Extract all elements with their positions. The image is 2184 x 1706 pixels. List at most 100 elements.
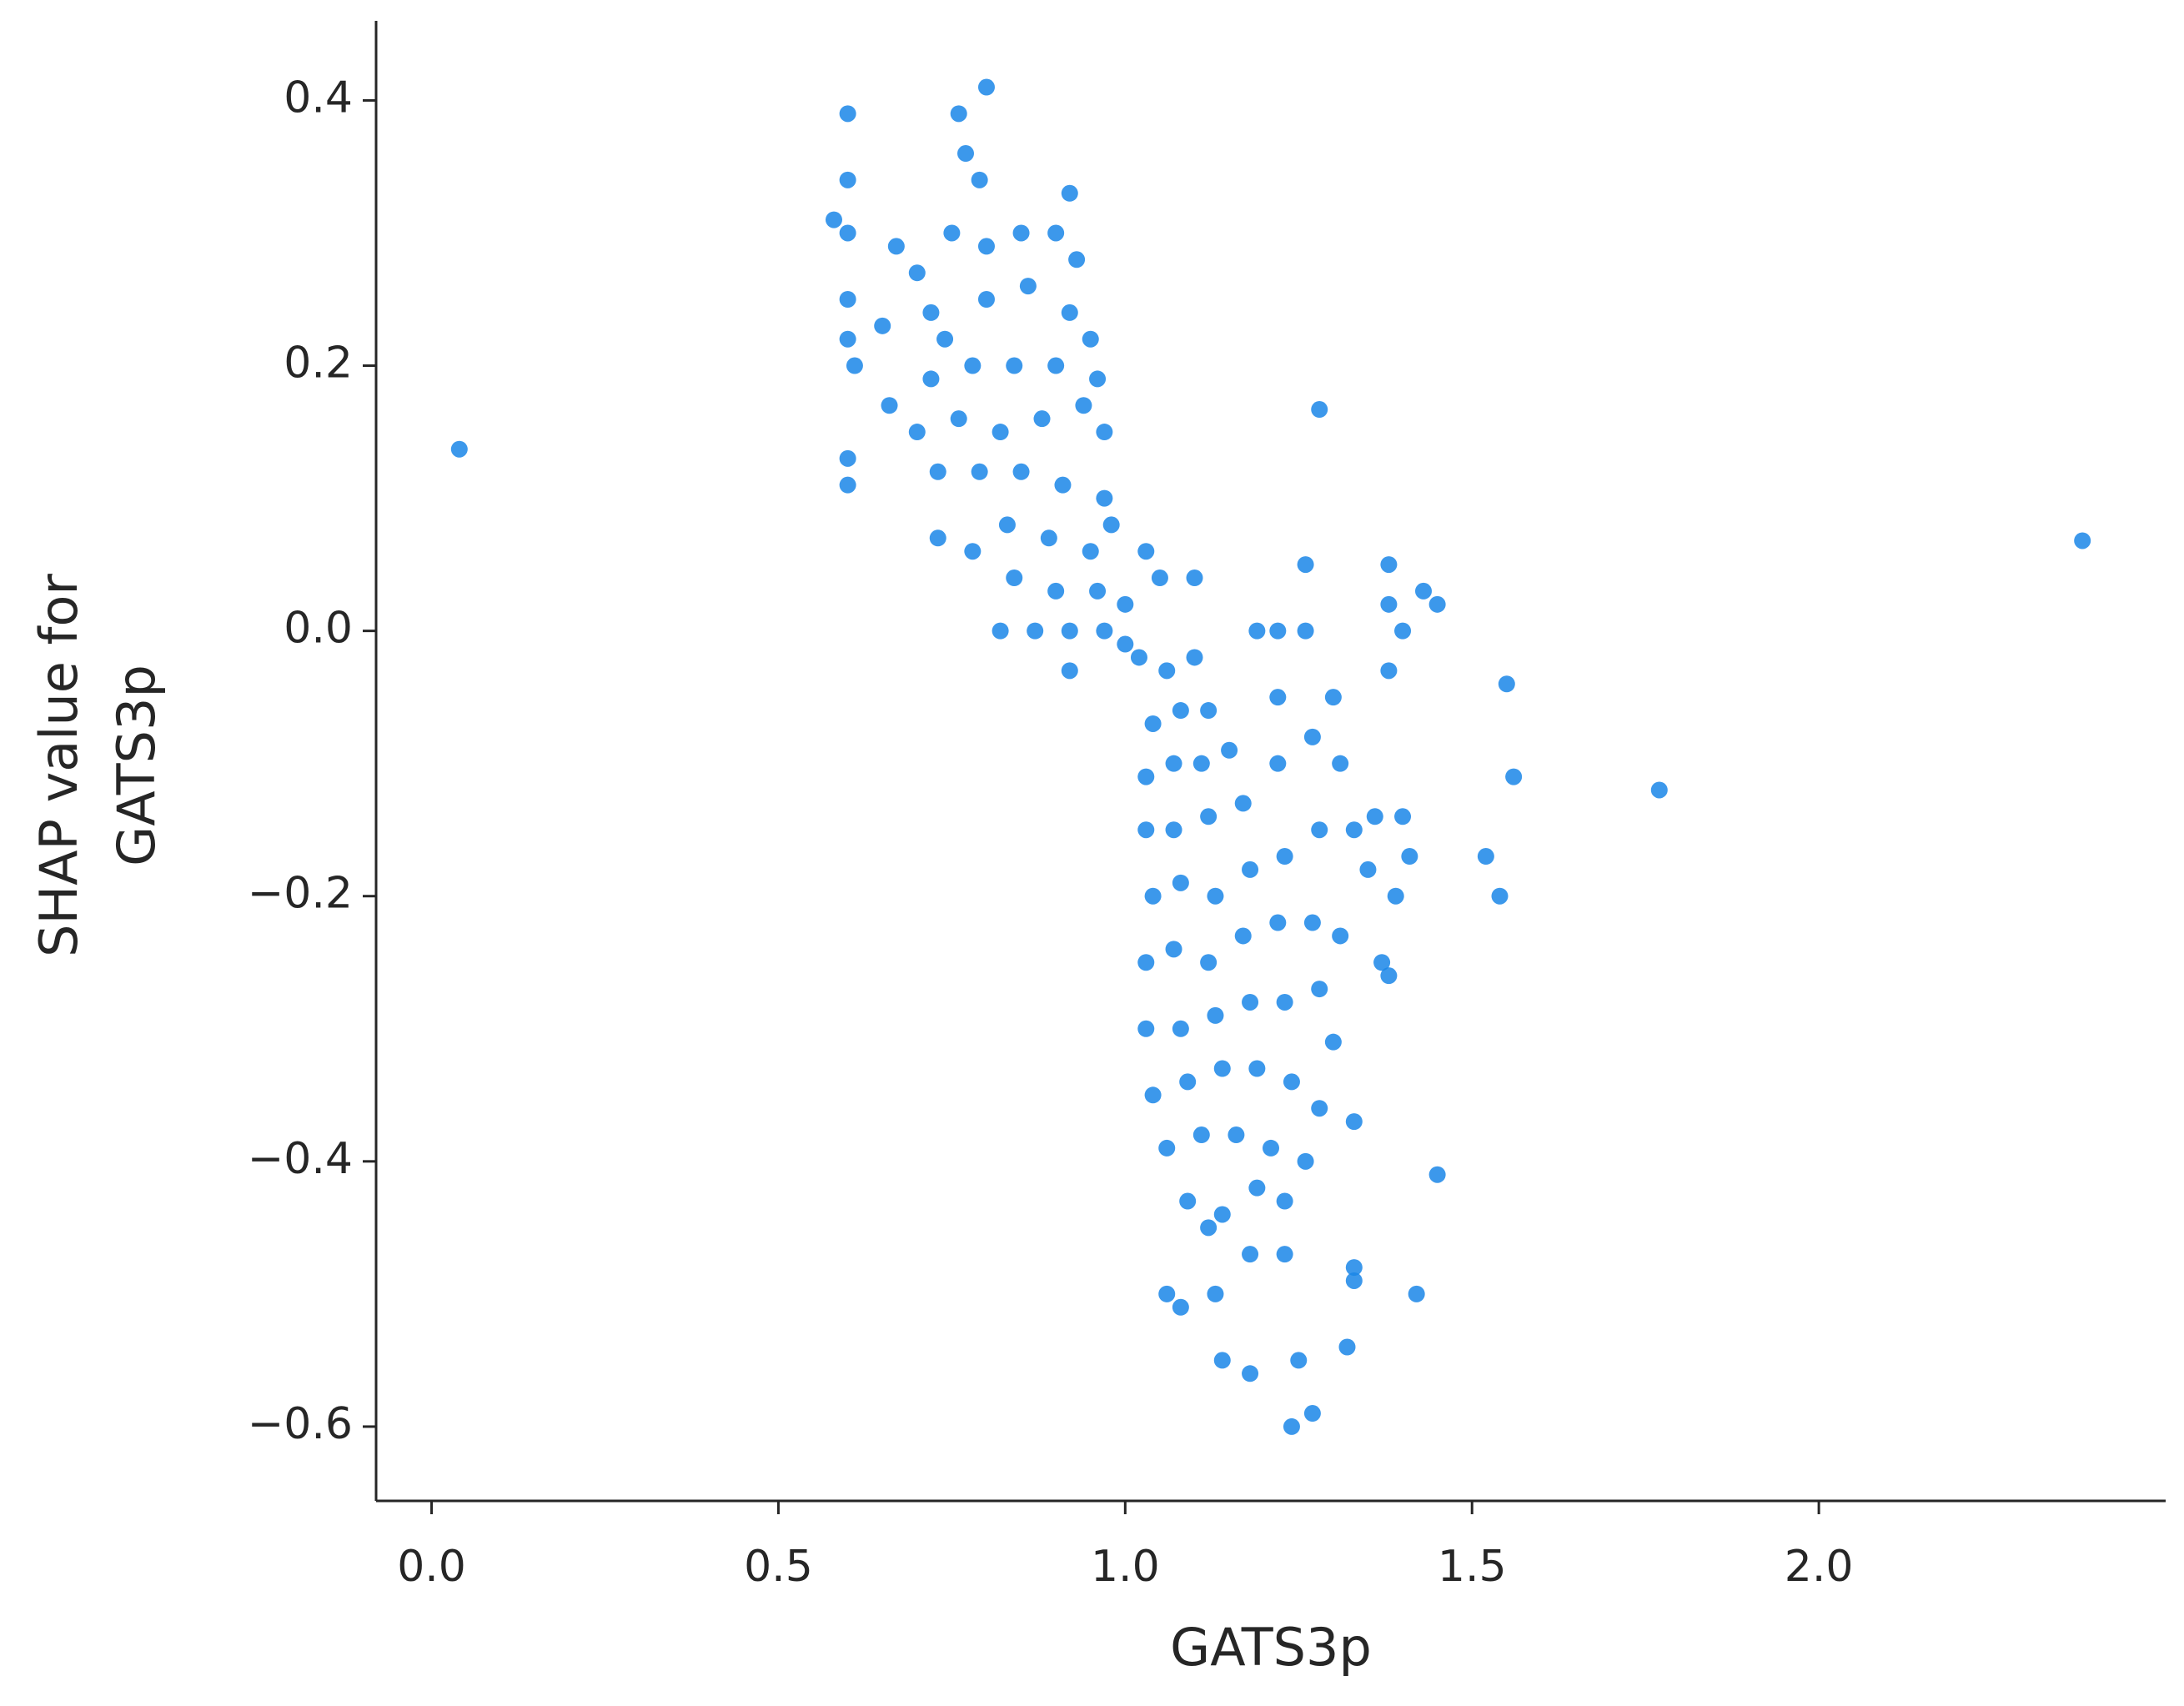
point — [1276, 993, 1293, 1011]
point — [825, 211, 842, 228]
point — [1290, 1352, 1308, 1369]
point — [1144, 1086, 1162, 1104]
point — [1332, 755, 1349, 772]
point — [1311, 401, 1328, 419]
point — [1192, 755, 1210, 772]
x-tick-label: 1.0 — [1091, 1542, 1160, 1592]
point — [964, 543, 982, 560]
point — [1179, 1073, 1197, 1091]
point — [1158, 1285, 1176, 1302]
point — [1186, 649, 1203, 666]
point — [874, 317, 891, 334]
point — [1144, 887, 1162, 905]
point — [1380, 556, 1398, 574]
point — [839, 476, 856, 494]
point — [1242, 993, 1259, 1011]
point — [992, 622, 1009, 640]
point — [1242, 1365, 1259, 1382]
point — [1311, 1100, 1328, 1117]
point — [1234, 795, 1252, 812]
point — [1477, 848, 1494, 866]
point — [1359, 861, 1377, 878]
point — [1345, 1259, 1363, 1277]
point — [943, 224, 961, 242]
point — [1054, 476, 1072, 494]
point — [1172, 874, 1189, 891]
point — [922, 304, 940, 321]
point — [1276, 848, 1293, 866]
point — [450, 440, 468, 458]
y-axis-label: GATS3p — [106, 665, 167, 866]
point — [839, 224, 856, 242]
point — [1428, 1166, 1446, 1183]
x-axis-label: GATS3p — [1170, 1617, 1372, 1678]
point — [1158, 1139, 1176, 1157]
point — [1297, 622, 1314, 640]
point — [1137, 1020, 1155, 1037]
point — [936, 330, 954, 348]
point — [1165, 941, 1182, 958]
point — [839, 330, 856, 348]
point — [1068, 251, 1086, 268]
point — [1006, 357, 1023, 374]
point — [977, 291, 995, 309]
point — [1006, 570, 1023, 587]
point — [1242, 861, 1259, 878]
point — [1033, 410, 1051, 428]
point — [922, 370, 940, 388]
point — [1650, 781, 1668, 799]
point — [998, 516, 1016, 534]
y-tick-label: 0.4 — [284, 73, 353, 123]
point — [1186, 570, 1203, 587]
y-tick-label: 0.2 — [284, 339, 353, 389]
point — [1380, 662, 1398, 680]
point — [1192, 1126, 1210, 1144]
point — [1248, 622, 1266, 640]
point — [1303, 728, 1321, 745]
point — [1117, 595, 1134, 613]
point — [1345, 821, 1363, 839]
point — [1380, 967, 1398, 985]
x-tick-label: 0.0 — [397, 1542, 466, 1592]
point — [1179, 1192, 1197, 1210]
point — [1248, 1060, 1266, 1077]
point — [1269, 689, 1287, 706]
point — [1380, 595, 1398, 613]
point — [881, 397, 898, 414]
point — [1276, 1246, 1293, 1263]
point — [1394, 808, 1412, 825]
point — [1311, 821, 1328, 839]
point — [1096, 622, 1113, 640]
point — [1082, 543, 1099, 560]
point — [1075, 397, 1092, 414]
point — [1505, 768, 1523, 785]
point — [957, 145, 975, 163]
point — [1137, 954, 1155, 971]
point — [1061, 304, 1078, 321]
point — [1428, 595, 1446, 613]
point — [1303, 914, 1321, 931]
y-tick-label: −0.6 — [248, 1399, 353, 1449]
point — [950, 105, 967, 123]
point — [964, 357, 982, 374]
point — [1012, 224, 1030, 242]
point — [1401, 848, 1418, 866]
point — [1373, 954, 1391, 971]
point — [1207, 887, 1224, 905]
point — [1276, 1192, 1293, 1210]
point — [1269, 622, 1287, 640]
point — [1172, 1020, 1189, 1037]
point — [1228, 1126, 1245, 1144]
point — [1061, 622, 1078, 640]
point — [1047, 357, 1065, 374]
point — [1019, 278, 1037, 295]
point — [1366, 808, 1383, 825]
x-tick-label: 0.5 — [744, 1542, 813, 1592]
point — [1061, 662, 1078, 680]
point — [1172, 702, 1189, 720]
point — [1137, 543, 1155, 560]
point — [1061, 184, 1078, 202]
point — [1283, 1417, 1300, 1435]
